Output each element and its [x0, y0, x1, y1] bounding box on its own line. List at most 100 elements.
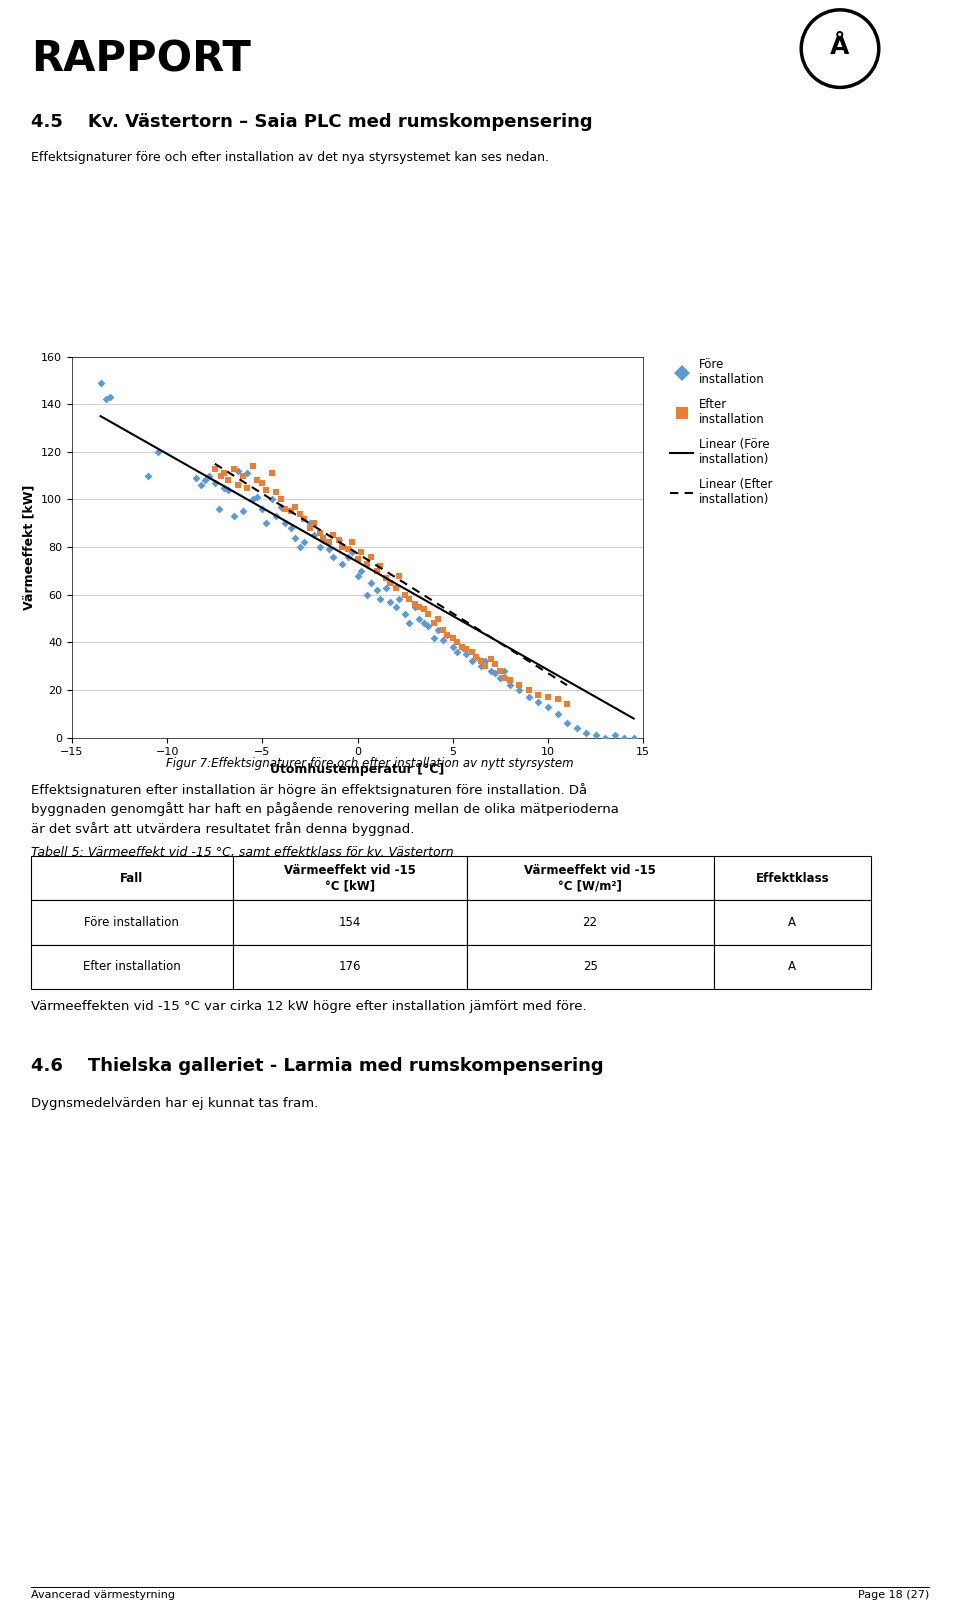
- Point: [207, 470, 223, 496]
- Text: 4.6    Thielska galleriet - Larmia med rumskompensering: 4.6 Thielska galleriet - Larmia med rums…: [31, 1057, 603, 1075]
- Point: [578, 720, 593, 746]
- Point: [449, 639, 465, 665]
- Point: [194, 472, 209, 498]
- Text: är det svårt att utvärdera resultatet från denna byggnad.: är det svårt att utvärdera resultatet fr…: [31, 822, 414, 836]
- Point: [349, 562, 365, 588]
- Text: Effektsignaturer före och efter installation av det nya styrsystemet kan ses ned: Effektsignaturer före och efter installa…: [31, 151, 549, 164]
- Point: [397, 601, 413, 627]
- Point: [264, 460, 279, 486]
- Text: 176: 176: [339, 960, 361, 973]
- Point: [239, 475, 254, 501]
- Y-axis label: Värmeeffekt [kW]: Värmeeffekt [kW]: [23, 485, 36, 609]
- Point: [198, 467, 213, 493]
- Point: [550, 686, 565, 712]
- Point: [331, 527, 347, 553]
- Bar: [467, 945, 713, 989]
- Point: [202, 462, 217, 488]
- Point: [297, 506, 312, 532]
- Point: [382, 571, 397, 597]
- Point: [306, 511, 322, 537]
- Point: [492, 658, 508, 684]
- Point: [487, 660, 502, 686]
- Point: [353, 538, 369, 564]
- Point: [502, 668, 517, 694]
- Text: 22: 22: [583, 916, 597, 929]
- Point: [235, 498, 251, 524]
- Bar: [467, 900, 713, 945]
- Point: [316, 525, 331, 551]
- Point: [411, 593, 426, 619]
- Text: Tabell 5: Värmeeffekt vid -15 °C, samt effektklass för kv. Västertorn: Tabell 5: Värmeeffekt vid -15 °C, samt e…: [31, 846, 453, 859]
- Point: [445, 624, 461, 650]
- Point: [293, 533, 308, 559]
- Point: [496, 658, 512, 684]
- Point: [249, 485, 264, 511]
- Point: [99, 386, 114, 412]
- Point: [378, 566, 394, 592]
- Point: [521, 684, 537, 710]
- Point: [258, 477, 274, 503]
- Point: [254, 470, 270, 496]
- Point: [588, 723, 603, 749]
- Point: [492, 665, 508, 691]
- Point: [335, 551, 350, 577]
- Point: [607, 723, 622, 749]
- Point: [483, 647, 498, 673]
- Point: [335, 533, 350, 559]
- Point: [512, 673, 527, 699]
- Point: [277, 511, 293, 537]
- Point: [401, 587, 417, 613]
- Point: [312, 520, 327, 546]
- Point: [420, 613, 436, 639]
- Legend: Före
installation, Efter
installation, Linear (Före
installation), Linear (Efter: Före installation, Efter installation, L…: [666, 355, 777, 509]
- Text: Avancerad värmestyrning: Avancerad värmestyrning: [31, 1590, 175, 1600]
- Point: [213, 462, 228, 488]
- Point: [407, 593, 422, 619]
- Point: [473, 648, 489, 674]
- Point: [487, 650, 502, 676]
- Point: [430, 618, 445, 644]
- Point: [316, 527, 331, 553]
- Point: [531, 689, 546, 715]
- Point: [363, 571, 378, 597]
- Point: [188, 465, 204, 491]
- Point: [477, 653, 492, 679]
- Point: [211, 496, 227, 522]
- Text: Värmeeffekt vid -15
°C [W/m²]: Värmeeffekt vid -15 °C [W/m²]: [524, 864, 656, 892]
- Point: [436, 627, 451, 653]
- Point: [221, 467, 236, 493]
- Point: [455, 634, 470, 660]
- Point: [465, 639, 480, 665]
- Point: [331, 527, 347, 553]
- Point: [283, 515, 299, 541]
- Bar: [713, 945, 871, 989]
- Point: [616, 725, 632, 751]
- Point: [227, 456, 242, 481]
- Point: [496, 665, 512, 691]
- Point: [230, 472, 246, 498]
- Point: [322, 537, 337, 562]
- Point: [626, 725, 641, 751]
- Point: [477, 648, 492, 674]
- Point: [560, 691, 575, 716]
- Bar: [31, 945, 233, 989]
- Point: [459, 637, 474, 663]
- Point: [392, 562, 407, 588]
- Point: [293, 501, 308, 527]
- Bar: [31, 900, 233, 945]
- Text: Figur 7:Effektsignaturer före och efter installation av nytt styrsystem: Figur 7:Effektsignaturer före och efter …: [166, 757, 573, 770]
- Point: [274, 486, 289, 512]
- Point: [521, 678, 537, 704]
- Bar: [233, 900, 467, 945]
- Point: [502, 673, 517, 699]
- Point: [302, 511, 318, 537]
- Text: Page 18 (27): Page 18 (27): [858, 1590, 929, 1600]
- Point: [369, 558, 384, 584]
- Text: RAPPORT: RAPPORT: [31, 39, 251, 81]
- Text: A: A: [788, 916, 796, 929]
- Point: [277, 496, 293, 522]
- Point: [455, 634, 470, 660]
- Point: [103, 384, 118, 410]
- Point: [430, 606, 445, 632]
- Point: [397, 582, 413, 608]
